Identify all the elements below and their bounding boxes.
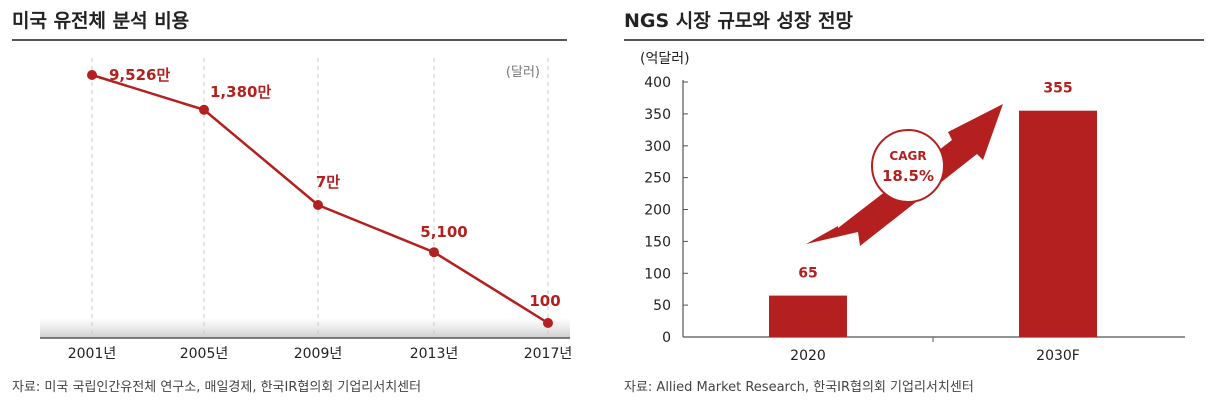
x-tick-label: 2020 bbox=[790, 348, 826, 364]
data-point bbox=[429, 247, 439, 258]
y-tick-labels: 0 50 100 150 200 250 300 350 400 bbox=[644, 75, 688, 346]
left-chart-title: 미국 유전체 분석 비용 bbox=[12, 10, 190, 32]
x-tick-label: 2030F bbox=[1036, 348, 1080, 364]
bar-chart: (억달러) 0 50 100 150 200 250 300 350 400 65 355 202… bbox=[640, 51, 1185, 364]
left-title-rule bbox=[12, 39, 567, 41]
data-label: 100 bbox=[529, 292, 560, 310]
unit-label: (달러) bbox=[506, 65, 540, 80]
floor-shadow bbox=[40, 318, 570, 338]
growth-arrow bbox=[806, 104, 1003, 246]
x-tick-labels: 2001년 2005년 2009년 2013년 2017년 bbox=[68, 346, 573, 362]
y-tick-label: 150 bbox=[644, 234, 671, 250]
bars bbox=[769, 110, 1097, 337]
data-point bbox=[543, 318, 553, 328]
data-point bbox=[313, 200, 323, 210]
y-axis-unit: (억달러) bbox=[640, 51, 690, 67]
bar-value-label: 65 bbox=[798, 266, 817, 282]
vertical-gridlines bbox=[91, 58, 549, 338]
x-tick-label: 2017년 bbox=[524, 346, 573, 362]
cagr-circle bbox=[871, 129, 945, 203]
cost-series-line bbox=[91, 73, 549, 325]
x-tick-label: 2013년 bbox=[410, 346, 459, 362]
cagr-label: CAGR bbox=[889, 149, 926, 163]
data-label: 5,100 bbox=[420, 223, 467, 241]
x-tick-label: 2001년 bbox=[68, 346, 117, 362]
y-tick-label: 400 bbox=[644, 75, 671, 91]
data-point bbox=[87, 70, 97, 80]
cagr-value: 18.5% bbox=[882, 167, 934, 185]
data-label: 1,380만 bbox=[210, 83, 271, 101]
data-point bbox=[199, 104, 209, 115]
bar-value-labels: 65 355 bbox=[798, 81, 1072, 282]
bar bbox=[1019, 110, 1097, 337]
x-tick-label: 2009년 bbox=[294, 346, 343, 362]
y-tick-label: 300 bbox=[644, 139, 671, 155]
bar-value-label: 355 bbox=[1043, 81, 1072, 97]
y-tick-label: 50 bbox=[653, 298, 671, 314]
y-tick-label: 250 bbox=[644, 171, 671, 187]
right-title-rule bbox=[624, 39, 1204, 41]
x-tick-labels: 2020 2030F bbox=[790, 337, 1080, 364]
left-source-note: 자료: 미국 국립인간유전체 연구소, 매일경제, 한국IR협의회 기업리서치센… bbox=[12, 380, 422, 395]
y-tick-label: 0 bbox=[662, 330, 671, 346]
x-tick-label: 2005년 bbox=[180, 346, 229, 362]
y-tick-label: 350 bbox=[644, 107, 671, 123]
data-label: 9,526만 bbox=[109, 66, 170, 84]
y-tick-label: 100 bbox=[644, 266, 671, 282]
data-points bbox=[87, 70, 553, 328]
right-chart-title: NGS 시장 규모와 성장 전망 bbox=[624, 10, 853, 32]
data-label: 7만 bbox=[316, 173, 340, 191]
bar bbox=[769, 295, 847, 337]
data-labels: 9,526만 1,380만 7만 5,100 100 bbox=[109, 66, 561, 310]
y-tick-label: 200 bbox=[644, 203, 671, 219]
right-source-note: 자료: Allied Market Research, 한국IR협의회 기업리서… bbox=[624, 380, 974, 395]
